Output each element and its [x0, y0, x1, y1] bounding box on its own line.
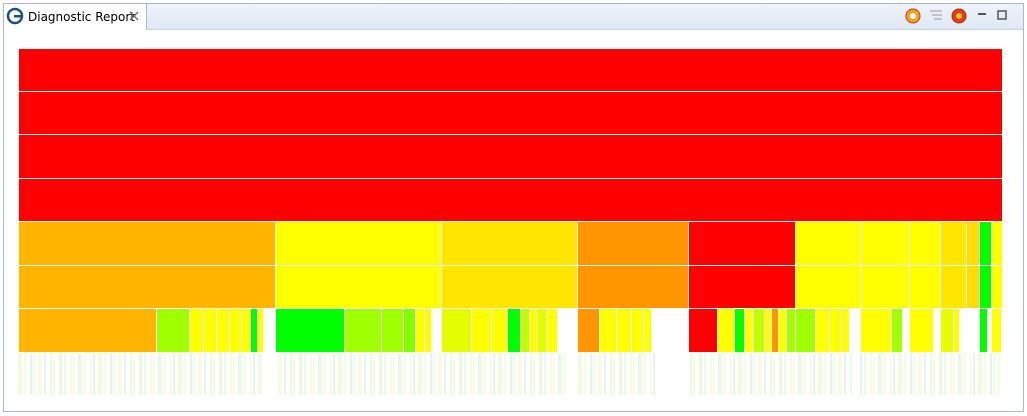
block — [941, 309, 953, 352]
block — [745, 309, 753, 352]
close-x — [129, 11, 139, 21]
block — [492, 309, 507, 352]
block — [954, 309, 959, 352]
maximize-button[interactable] — [997, 10, 1007, 20]
block — [530, 309, 537, 352]
block — [772, 309, 778, 352]
block — [242, 309, 250, 352]
block — [19, 222, 275, 265]
block — [19, 49, 1002, 91]
block — [830, 309, 841, 352]
block — [861, 266, 909, 308]
block — [765, 309, 771, 352]
block — [19, 179, 1002, 221]
block — [644, 309, 651, 352]
block — [910, 309, 933, 352]
block — [190, 309, 203, 352]
block — [600, 309, 616, 352]
block — [861, 222, 909, 265]
view-panel: Diagnostic Report — [3, 3, 1024, 412]
block — [992, 266, 1002, 308]
block — [157, 309, 189, 352]
block — [861, 309, 891, 352]
block — [404, 309, 415, 352]
block — [941, 222, 966, 265]
diagnostic-chart — [18, 49, 1002, 395]
block — [787, 309, 795, 352]
block — [508, 309, 520, 352]
block — [796, 222, 860, 265]
block — [204, 309, 216, 352]
block — [416, 309, 424, 352]
toolbar-button-inner — [910, 13, 916, 19]
block — [547, 309, 557, 352]
block — [796, 309, 815, 352]
block — [425, 309, 431, 352]
tab[interactable]: Diagnostic Report — [4, 4, 147, 30]
block — [382, 309, 403, 352]
toolbar-button-inner — [956, 13, 962, 19]
block — [992, 222, 1002, 265]
block — [842, 309, 849, 352]
close-icon[interactable] — [4, 4, 146, 29]
block — [967, 222, 979, 265]
block — [779, 309, 786, 352]
block — [617, 309, 631, 352]
block — [19, 309, 156, 352]
block — [754, 309, 764, 352]
block — [892, 309, 902, 352]
block — [578, 309, 599, 352]
block — [910, 266, 940, 308]
block — [992, 309, 1001, 352]
block — [941, 266, 966, 308]
block — [19, 135, 1002, 178]
block — [276, 222, 441, 265]
block — [442, 266, 577, 308]
block — [19, 92, 1002, 134]
block — [19, 266, 275, 308]
toolbar — [905, 8, 1007, 24]
block — [689, 266, 795, 308]
block — [345, 309, 381, 352]
toolbar-button[interactable] — [930, 10, 942, 20]
block — [980, 309, 987, 352]
block — [980, 266, 991, 308]
block — [472, 309, 491, 352]
view-header: Diagnostic Report — [4, 4, 1023, 30]
block — [230, 309, 241, 352]
block — [217, 309, 229, 352]
block — [689, 309, 717, 352]
tab-title: Diagnostic Report — [28, 10, 135, 24]
block — [276, 266, 441, 308]
block — [578, 222, 688, 265]
block — [276, 309, 344, 352]
block — [980, 222, 991, 265]
block — [538, 309, 546, 352]
block — [251, 309, 257, 352]
block — [718, 309, 734, 352]
block — [910, 222, 940, 265]
block — [258, 309, 263, 352]
block — [967, 266, 979, 308]
block — [689, 222, 795, 265]
block — [796, 266, 860, 308]
block — [816, 309, 829, 352]
icon-bar — [14, 15, 21, 18]
block — [442, 222, 577, 265]
block — [735, 309, 744, 352]
block — [442, 309, 471, 352]
tab-icon — [6, 7, 24, 25]
block — [578, 266, 688, 308]
block — [521, 309, 529, 352]
block — [632, 309, 643, 352]
